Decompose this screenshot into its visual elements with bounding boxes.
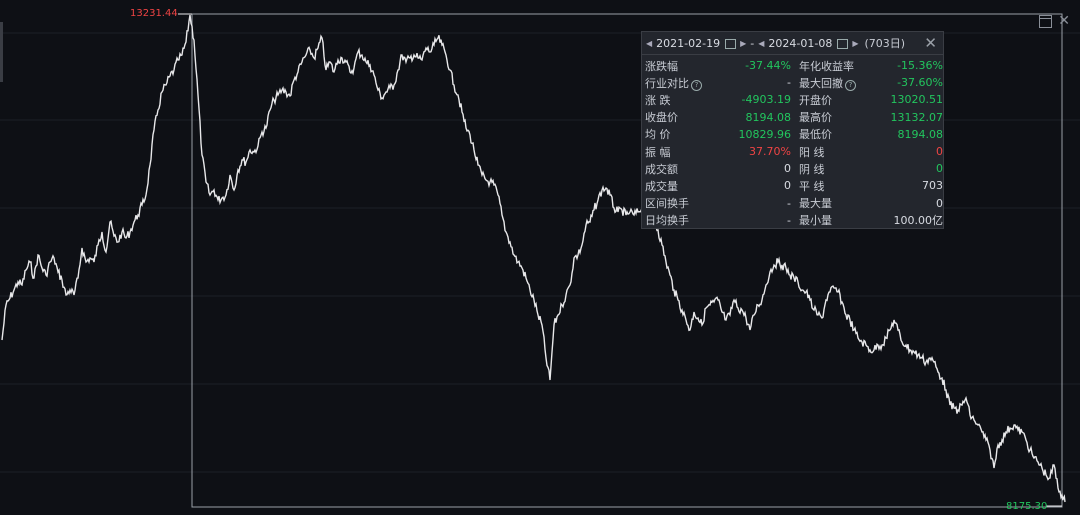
stat-label: 收盘价 — [645, 111, 678, 125]
stat-label: 最低价 — [799, 128, 832, 142]
stat-row-right: 最低价 8194.08 — [795, 126, 945, 143]
max-value-label: 13231.44 — [130, 8, 178, 19]
close-icon[interactable]: ✕ — [1058, 13, 1070, 29]
stat-label: 涨 跌 — [645, 93, 671, 107]
stat-label: 最大量 — [799, 197, 832, 211]
stat-row-left: 日均换手 - — [645, 212, 795, 229]
interval-selection-box[interactable] — [191, 13, 1063, 508]
stat-row-left: 涨跌幅 -37.44% — [645, 57, 795, 74]
stat-value: 100.00亿 — [893, 214, 944, 228]
stat-row-right: 开盘价 13020.51 — [795, 91, 945, 108]
stat-row-right: 最大回撤? -37.60% — [795, 74, 945, 91]
stat-value: - — [787, 213, 791, 227]
start-next-arrow-icon[interactable]: ▶ — [740, 38, 747, 48]
stat-value: -15.36% — [897, 59, 943, 73]
stat-row-left: 行业对比? - — [645, 74, 795, 91]
start-date[interactable]: 2021-02-19 — [656, 36, 721, 50]
help-icon[interactable]: ? — [845, 79, 856, 91]
left-scroll-edge[interactable] — [0, 22, 3, 82]
stat-label: 阴 线 — [799, 162, 825, 176]
day-count: (703日) — [864, 37, 906, 50]
stat-value: -4903.19 — [741, 93, 791, 107]
stat-value: 703 — [922, 179, 943, 193]
min-value-label: 8175.30 — [1006, 501, 1048, 512]
stat-row-right: 年化收益率 -15.36% — [795, 57, 945, 74]
stat-value: 0 — [936, 145, 943, 159]
stat-label: 年化收益率 — [799, 59, 854, 73]
stat-row-right: 最小量 100.00亿 — [795, 212, 945, 229]
stat-value: 13132.07 — [890, 110, 944, 124]
stat-label: 均 价 — [645, 128, 671, 142]
stats-grid: 涨跌幅 -37.44% 年化收益率 -15.36% 行业对比? - 最大回撤? -37.60%… — [642, 55, 943, 229]
stat-value: 8194.08 — [897, 127, 944, 141]
stat-value: 0 — [784, 179, 791, 193]
date-range-header: ◀ 2021-02-19 ▶ - ◀ 2024-01-08 ▶ (703日) ✕ — [642, 32, 943, 55]
end-prev-arrow-icon[interactable]: ◀ — [758, 38, 765, 48]
stat-label: 成交量 — [645, 179, 678, 193]
stat-row-left: 成交量 0 — [645, 177, 795, 194]
stat-value: 0 — [936, 196, 943, 210]
stat-label: 行业对比? — [645, 75, 702, 91]
stat-label: 最高价 — [799, 111, 832, 125]
stat-label: 最大回撤? — [799, 75, 856, 91]
stat-label: 开盘价 — [799, 93, 832, 107]
stat-label: 最小量 — [799, 214, 832, 228]
stat-row-right: 最高价 13132.07 — [795, 109, 945, 126]
maximize-icon[interactable] — [1039, 15, 1053, 28]
panel-close-icon[interactable]: ✕ — [924, 34, 937, 52]
stat-row-right: 阳 线 0 — [795, 143, 945, 160]
stat-value: 10829.96 — [738, 127, 792, 141]
interval-stats-panel: ◀ 2021-02-19 ▶ - ◀ 2024-01-08 ▶ (703日) ✕… — [641, 31, 944, 229]
stat-value: 13020.51 — [890, 93, 944, 107]
stat-row-left: 均 价 10829.96 — [645, 126, 795, 143]
stat-label: 阳 线 — [799, 145, 825, 159]
stat-label: 涨跌幅 — [645, 59, 678, 73]
stat-row-left: 区间换手 - — [645, 195, 795, 212]
stat-value: 37.70% — [749, 145, 791, 159]
chart-window-controls: ✕ — [1039, 13, 1070, 29]
help-icon[interactable]: ? — [691, 79, 702, 91]
stat-row-left: 收盘价 8194.08 — [645, 109, 795, 126]
stat-row-left: 涨 跌 -4903.19 — [645, 91, 795, 108]
stat-row-right: 阴 线 0 — [795, 160, 945, 177]
start-calendar-icon[interactable] — [725, 39, 737, 49]
stat-value: -37.44% — [745, 59, 791, 73]
stat-row-right: 最大量 0 — [795, 195, 945, 212]
stat-label: 日均换手 — [645, 214, 689, 228]
end-next-arrow-icon[interactable]: ▶ — [852, 38, 859, 48]
start-prev-arrow-icon[interactable]: ◀ — [646, 38, 653, 48]
stat-value: 0 — [936, 162, 943, 176]
stat-value: 8194.08 — [745, 110, 792, 124]
stat-value: - — [787, 196, 791, 210]
range-separator: - — [750, 36, 755, 50]
price-line — [1, 14, 1066, 503]
stat-value: -37.60% — [897, 76, 943, 90]
stat-value: 0 — [784, 162, 791, 176]
stat-label: 区间换手 — [645, 197, 689, 211]
stat-value: - — [787, 76, 791, 90]
stat-label: 振 幅 — [645, 145, 671, 159]
stat-row-left: 振 幅 37.70% — [645, 143, 795, 160]
stat-label: 平 线 — [799, 179, 825, 193]
stat-label: 成交额 — [645, 162, 678, 176]
end-calendar-icon[interactable] — [837, 39, 849, 49]
end-date[interactable]: 2024-01-08 — [768, 36, 833, 50]
stat-row-right: 平 线 703 — [795, 177, 945, 194]
stat-row-left: 成交额 0 — [645, 160, 795, 177]
